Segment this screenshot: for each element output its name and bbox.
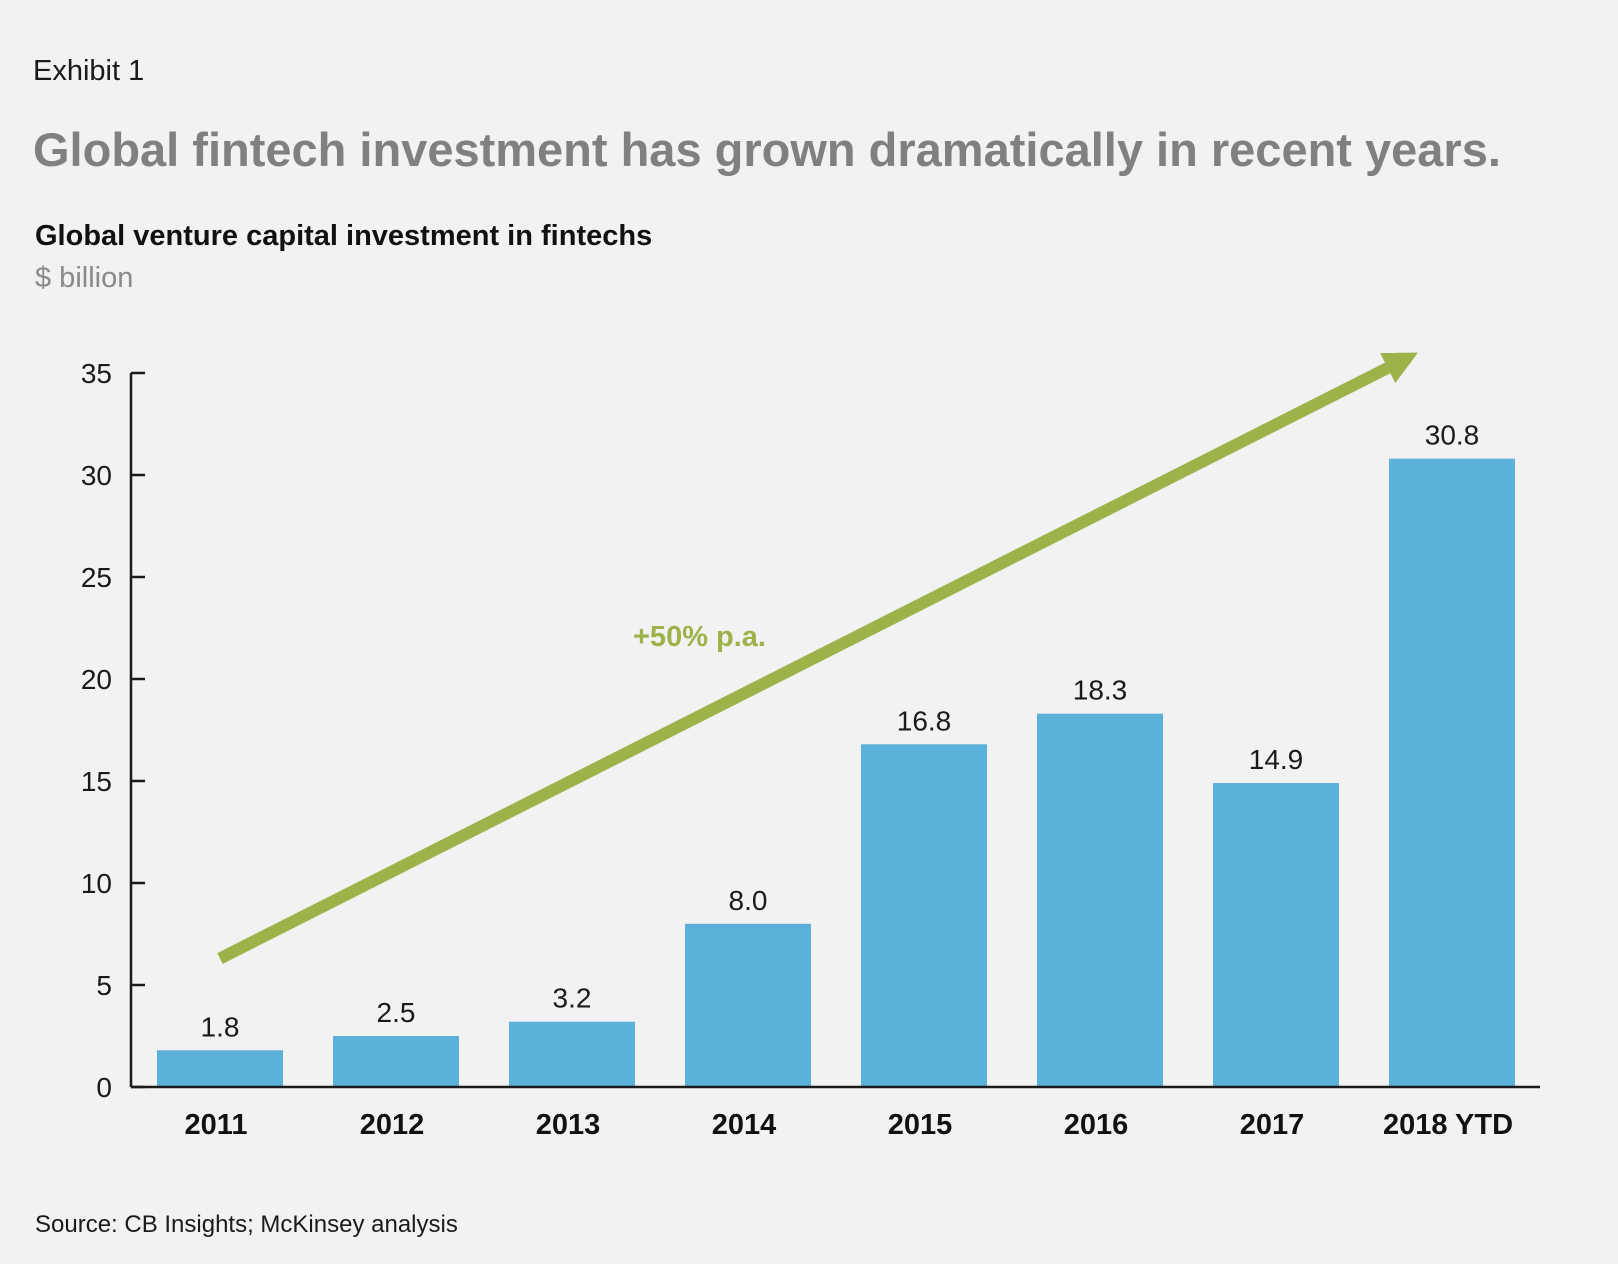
bar [333,1036,459,1087]
bar-value-label: 14.9 [1249,744,1304,775]
bar-value-label: 1.8 [201,1011,240,1042]
growth-rate-label: +50% p.a. [633,621,766,653]
y-tick-label: 35 [81,358,112,389]
bar-value-label: 8.0 [729,885,768,916]
bar-value-label: 30.8 [1425,420,1480,451]
x-category-label: 2012 [360,1109,425,1141]
bar [509,1021,635,1087]
x-category-label: 2013 [536,1109,601,1141]
y-tick-label: 5 [96,970,112,1001]
source-note: Source: CB Insights; McKinsey analysis [35,1211,458,1238]
bar-value-label: 3.2 [553,983,592,1014]
bar-value-label: 18.3 [1073,675,1128,706]
x-category-label: 2016 [1064,1109,1129,1141]
x-category-label: 2017 [1240,1109,1305,1141]
bar [1037,713,1163,1087]
x-category-label: 2018 YTD [1383,1109,1513,1141]
chart-title: Global venture capital investment in fin… [35,220,653,252]
x-category-label: 2011 [185,1109,248,1141]
trend-arrow-head [1379,352,1418,384]
x-category-label: 2015 [888,1109,953,1141]
chart-unit-label: $ billion [35,262,134,294]
y-tick-label: 0 [96,1072,112,1103]
bar-value-label: 2.5 [377,997,416,1028]
y-tick-label: 10 [81,868,112,899]
bar-value-label: 16.8 [897,705,952,736]
y-tick-label: 20 [81,664,112,695]
headline: Global fintech investment has grown dram… [33,123,1501,176]
y-tick-label: 25 [81,562,112,593]
trend-arrow-shaft [217,362,1391,964]
y-tick-label: 30 [81,460,112,491]
y-tick-label: 15 [81,766,112,797]
bar [1389,458,1515,1087]
bar [685,923,811,1087]
bar [1213,783,1339,1087]
bar [861,744,987,1087]
exhibit-number: Exhibit 1 [33,55,145,87]
x-category-label: 2014 [712,1109,777,1141]
bar [157,1050,283,1087]
